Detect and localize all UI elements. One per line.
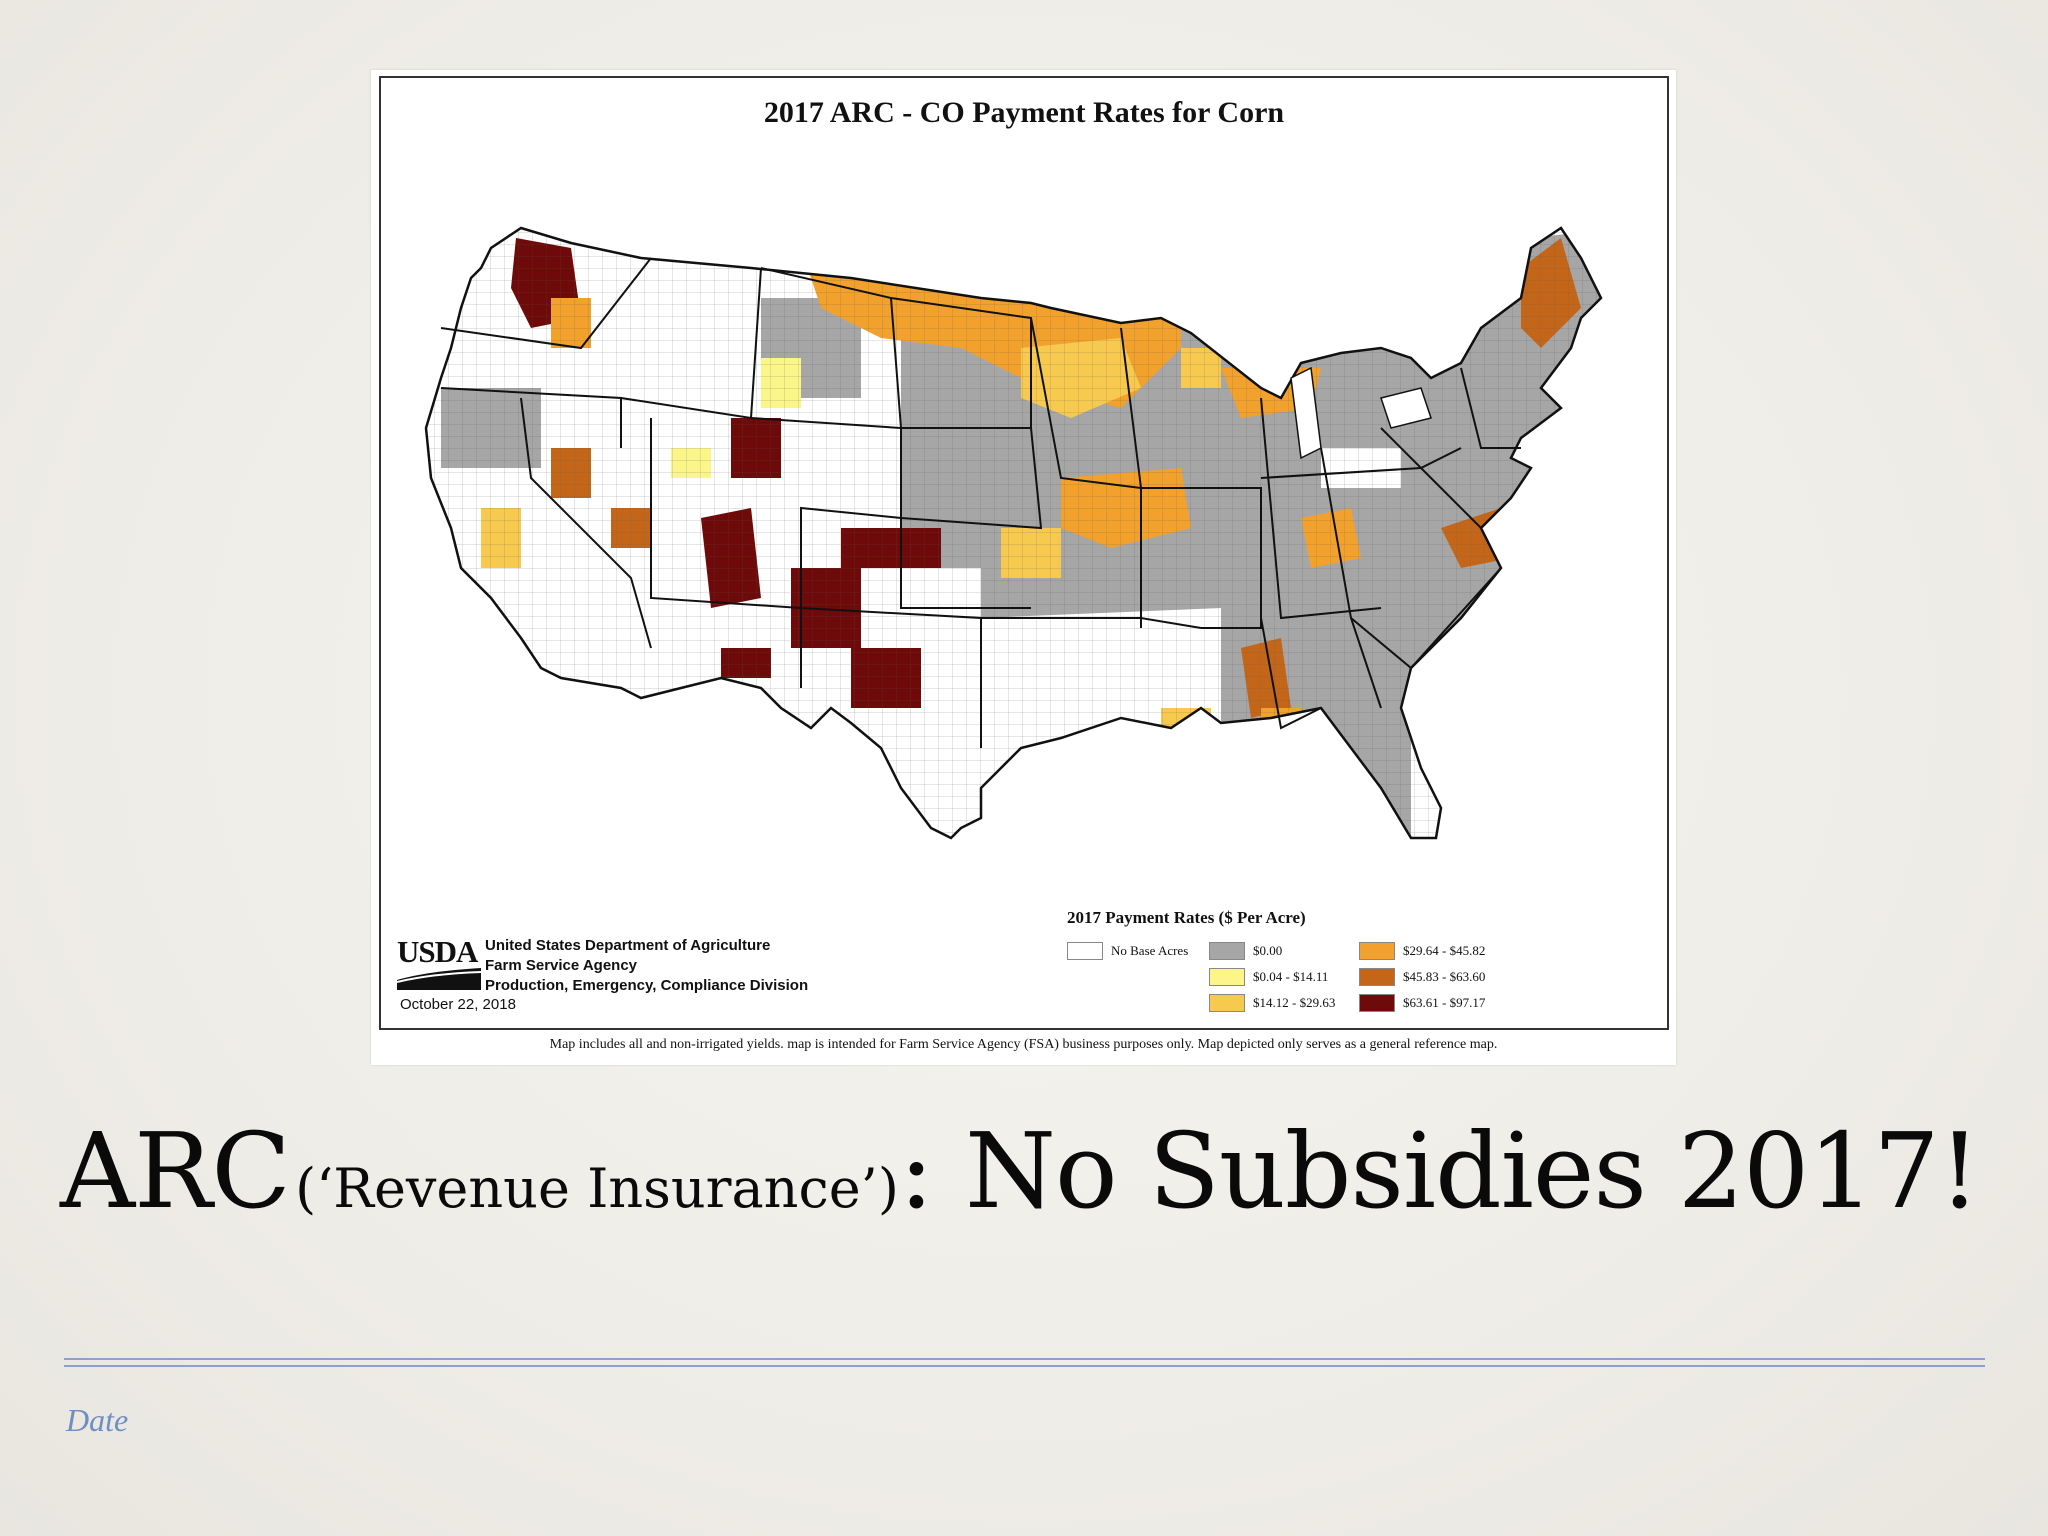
map-legend: 2017 Payment Rates ($ Per Acre) No Base … (1067, 908, 1587, 1028)
usda-line-1: United States Department of Agriculture (485, 937, 771, 954)
map-figure: 2017 ARC - CO Payment Rates for Corn (371, 70, 1676, 1065)
map-date: October 22, 2018 (400, 996, 516, 1013)
legend-item-low-mid: $14.12 - $29.63 (1209, 994, 1335, 1012)
legend-swatch (1067, 942, 1103, 960)
legend-swatch (1209, 968, 1245, 986)
legend-label: No Base Acres (1111, 943, 1189, 958)
legend-title: 2017 Payment Rates ($ Per Acre) (1067, 908, 1306, 927)
legend-label: $45.83 - $63.60 (1403, 969, 1486, 984)
legend-item-zero: $0.00 (1209, 942, 1282, 960)
legend-item-low: $0.04 - $14.11 (1209, 968, 1328, 986)
footer-date: Date (66, 1402, 129, 1438)
footer-rule-top (64, 1358, 1985, 1360)
legend-item-no-base: No Base Acres (1067, 942, 1188, 960)
map-title: 2017 ARC - CO Payment Rates for Corn (763, 96, 1285, 129)
slide-title: ARC (‘Revenue Insurance’): No Subsidies … (60, 1110, 1980, 1232)
usda-signature: USDA United States Department of Agricul… (397, 934, 917, 1014)
map-disclaimer: Map includes all and non-irrigated yield… (549, 1037, 1498, 1052)
legend-swatch (1359, 994, 1395, 1012)
legend-label: $14.12 - $29.63 (1253, 995, 1336, 1010)
legend-label: $29.64 - $45.82 (1403, 943, 1486, 958)
us-county-map (424, 226, 1603, 840)
footer-rule-bottom (64, 1365, 1985, 1367)
legend-item-high: $45.83 - $63.60 (1359, 968, 1485, 986)
legend-item-highest: $63.61 - $97.17 (1359, 994, 1485, 1012)
usda-line-2: Farm Service Agency (485, 957, 638, 974)
map-frame: 2017 ARC - CO Payment Rates for Corn (379, 76, 1669, 1030)
usda-agency-lines: United States Department of Agriculture … (485, 936, 808, 996)
legend-swatch (1359, 968, 1395, 986)
legend-swatch (1209, 942, 1245, 960)
title-subtitle: (‘Revenue Insurance’) (295, 1157, 899, 1220)
title-arc: ARC (60, 1110, 291, 1232)
legend-item-mid: $29.64 - $45.82 (1359, 942, 1485, 960)
legend-swatch (1359, 942, 1395, 960)
legend-label: $63.61 - $97.17 (1403, 995, 1486, 1010)
legend-label: $0.00 (1253, 943, 1283, 958)
usda-logo: USDA (397, 934, 478, 969)
usda-line-3: Production, Emergency, Compliance Divisi… (485, 977, 809, 994)
usda-swoosh-icon (397, 968, 481, 990)
title-claim: : No Subsidies 2017! (898, 1110, 1980, 1232)
legend-swatch (1209, 994, 1245, 1012)
legend-label: $0.04 - $14.11 (1253, 969, 1329, 984)
